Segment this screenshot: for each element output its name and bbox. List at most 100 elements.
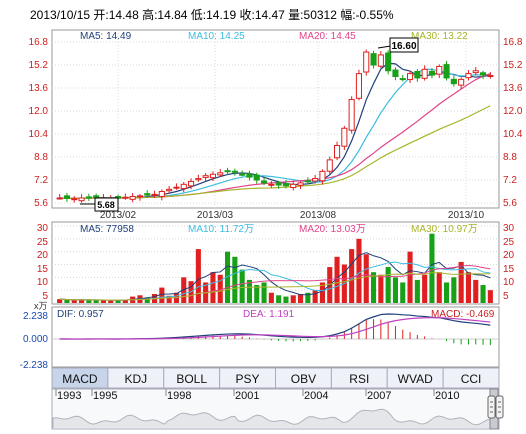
volume-bar [414,279,420,303]
tab-label: PSY [236,372,260,386]
volume-bar [370,272,377,303]
candle-body [217,172,224,176]
candle [78,194,85,203]
candle-body [268,183,275,186]
price-y-tick: 8.8 [503,152,517,163]
candle-body [71,198,78,201]
price-ma20-label: MA20: 14.45 [299,31,356,42]
volume-bar [363,254,369,303]
timeline-drag-handle-right[interactable] [495,395,504,419]
candle-body [370,53,377,66]
volume-bar [443,282,450,303]
tab-wvad[interactable]: WVAD [386,367,444,389]
tab-obv[interactable]: OBV [275,367,332,389]
volume-bar [217,274,223,303]
candle [151,190,158,198]
volume-bar [115,300,121,303]
candle [333,141,341,161]
tab-kdj[interactable]: KDJ [107,367,165,389]
price-y-tick: 10.4 [503,129,523,140]
candle-body [450,78,457,85]
volume-y-axis-left: 30 25 20 15 10 5 x万 [34,223,48,311]
candle [253,172,260,184]
candle-body [465,73,472,79]
volume-bar [71,300,77,303]
tab-label: MACD [62,372,98,386]
vol-y-tick: 15 [37,264,49,275]
info-bar: 2013/10/15 开:14.48 高:14.84 低:14.19 收:14.… [0,0,526,26]
volume-bar [239,269,245,303]
candle [355,69,363,101]
candle-body [341,127,348,147]
candle [436,64,443,79]
vol-ma30-label: MA30: 10.97万 [411,224,478,235]
timeline-navigator[interactable]: 1993 1995 1998 2001 2004 2007 2010 [51,388,504,430]
vol-y-tick: 25 [37,237,49,248]
volume-bar [465,272,472,303]
candle-body [78,197,85,202]
volume-bar [290,295,296,303]
volume-bar [319,282,326,303]
timeline-year-label: 1993 [57,390,81,402]
candle-body [122,196,129,199]
candle-body [443,64,450,79]
price-y-tick: 16.8 [503,37,523,48]
tab-rsi[interactable]: RSI [330,367,388,389]
price-y-axis-left: 16.8 15.2 13.6 12.0 10.4 8.8 7.2 5.6 [29,37,49,209]
candle-body [275,182,282,186]
candle [129,192,136,203]
vol-y-tick: 30 [37,223,49,234]
volume-bar [122,299,128,303]
vol-unit-label: x万 [34,301,48,311]
candle-body [253,174,260,181]
candle-body [472,70,479,74]
tab-psy[interactable]: PSY [219,367,276,389]
candle [282,179,290,189]
volume-bar [64,299,70,303]
timeline-year-label: 1995 [93,390,117,402]
price-ma10-label: MA10: 14.25 [188,31,245,42]
vol-y-tick: 30 [503,223,515,234]
candlesticks[interactable] [56,49,494,203]
tab-boll[interactable]: BOLL [163,367,221,389]
price-y-tick: 15.2 [29,60,49,71]
volume-bar [458,261,464,303]
candle [85,193,92,201]
volume-bar [334,256,340,303]
vol-y-tick: 10 [503,277,515,288]
macd-y-tick: 0.000 [23,334,48,345]
timeline-history-line [52,408,499,428]
candle [122,193,129,200]
tab-cci[interactable]: CCI [442,367,500,389]
candle-body [158,191,165,197]
candle [341,125,348,150]
volume-bar [305,292,311,303]
candle-body [421,68,428,79]
stock-chart[interactable]: MA5: 14.49 MA10: 14.25 MA20: 14.45 MA30:… [0,26,526,434]
volume-bar [195,249,201,303]
candle [487,72,494,79]
x-tick: 2013/02 [100,210,137,221]
high-marker: 16.60 [377,37,419,53]
candle [370,50,377,69]
volume-ma-lines [59,252,491,301]
price-panel[interactable] [51,29,500,209]
tab-macd[interactable]: MACD [51,367,109,389]
tab-label: OBV [291,372,316,386]
candle [187,178,195,190]
candle-body [297,182,304,186]
price-x-axis: 2013/02 2013/03 2013/08 2013/10 [100,210,485,221]
volume-bar [246,279,253,303]
timeline-drag-handle-left[interactable] [487,395,496,419]
volume-bar [166,295,172,303]
price-y-tick: 13.6 [503,83,523,94]
volume-bar [378,274,384,303]
candle-body [93,195,100,198]
candle-body [151,193,158,196]
volume-bar [392,277,399,303]
candle [377,51,384,68]
price-y-tick: 10.4 [29,129,49,140]
candle-body [319,170,326,182]
price-grid [52,30,499,208]
macd-dea-label: DEA: 1.191 [243,309,295,320]
